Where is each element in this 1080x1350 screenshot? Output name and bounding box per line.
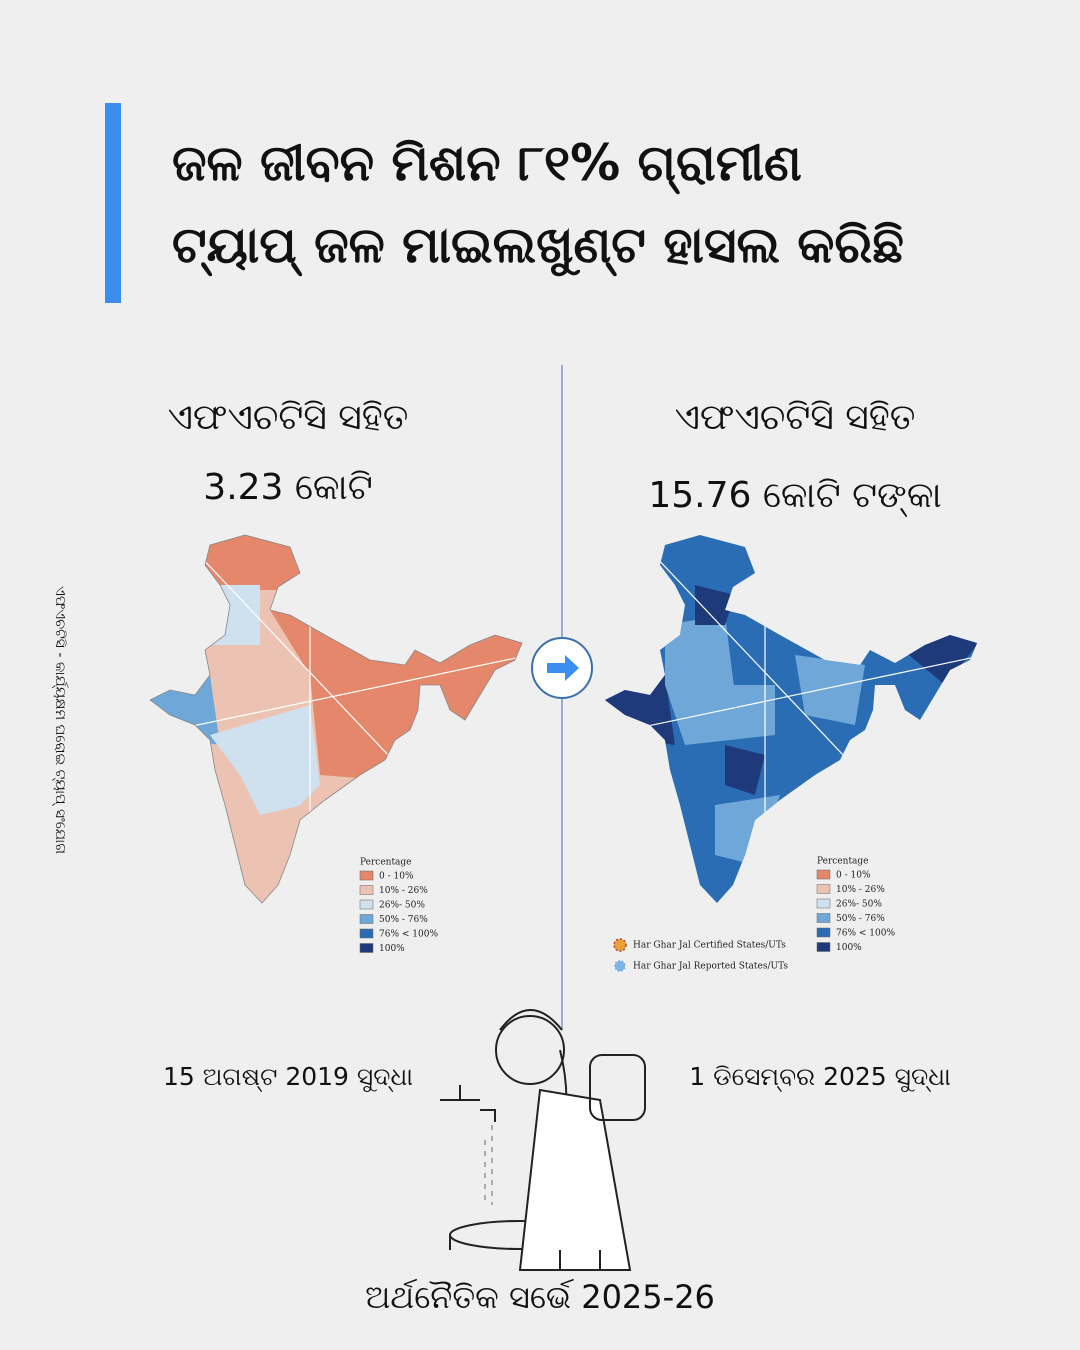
legend-swatch bbox=[359, 928, 374, 939]
title-line: ଜଳ ଜୀବନ ମିଶନ ୮୧% ଗ୍ରାମୀଣ bbox=[172, 134, 802, 192]
date: 15 ଅଗଷ୍ଟ 2019 ସୁଦ୍ଧା bbox=[162, 1062, 414, 1091]
legend-title: Percentage bbox=[817, 857, 869, 867]
legend-label: 26%- 50% bbox=[379, 901, 425, 911]
legend-label: 10% - 26% bbox=[379, 886, 428, 896]
marker-label: Har Ghar Jal Certified States/UTs bbox=[633, 941, 786, 951]
legend-label: 10% - 26% bbox=[836, 885, 885, 895]
legend-label: 50% - 76% bbox=[379, 915, 428, 925]
map-2019 bbox=[149, 534, 523, 904]
title-line: ଟ୍ୟାପ୍ ଜଳ ମାଇଲଖୁଣ୍ଟ ହାସଲ କରିଛି bbox=[172, 216, 904, 274]
heading: ଏଫଏଚଟିସି ସହିତ bbox=[674, 397, 916, 438]
accent-bar bbox=[105, 103, 121, 303]
heading: ଏଫଏଚଟିସି ସହିତ bbox=[167, 397, 409, 438]
legend-swatch bbox=[359, 870, 374, 881]
girl-illustration bbox=[440, 1009, 646, 1271]
legend-swatch bbox=[816, 927, 831, 938]
marker-icon bbox=[613, 959, 627, 973]
legend-swatch bbox=[816, 898, 831, 909]
legend-label: 100% bbox=[379, 944, 405, 954]
legend-swatch bbox=[816, 942, 831, 952]
arrow-icon bbox=[531, 637, 593, 699]
map-2025 bbox=[605, 535, 977, 903]
panel-heading: ଏଫଏଚଟିସି ସହିତ 15.76 କୋଟି ଟଙ୍କା bbox=[565, 383, 1025, 531]
legend-label: 100% bbox=[836, 943, 862, 953]
marker-icon bbox=[613, 938, 627, 952]
legend-swatch bbox=[816, 869, 831, 880]
legend-label: 50% - 76% bbox=[836, 914, 885, 924]
legend-label: 0 - 10% bbox=[379, 872, 414, 882]
source: ଅର୍ଥନୈତିକ ସର୍ଭେ 2025-26 bbox=[365, 1278, 715, 1316]
legend-swatch bbox=[359, 914, 374, 924]
legend-swatch bbox=[816, 913, 831, 923]
legend-swatch bbox=[359, 943, 374, 953]
legend-label: 0 - 10% bbox=[836, 871, 871, 881]
legend-swatch bbox=[816, 884, 831, 894]
legend-label: 26%- 50% bbox=[836, 900, 882, 910]
legend-title: Percentage bbox=[360, 858, 412, 868]
legend-label: 76% < 100% bbox=[379, 930, 438, 940]
value: 15.76 କୋଟି ଟଙ୍କା bbox=[648, 475, 942, 516]
legend-swatch bbox=[359, 885, 374, 895]
value: 3.23 କୋଟି bbox=[203, 467, 373, 508]
legend-label: 76% < 100% bbox=[836, 929, 895, 939]
panel-heading: ଏଫଏଚଟିସି ସହିତ 3.23 କୋଟି bbox=[78, 383, 498, 523]
legend-swatch bbox=[359, 899, 374, 910]
title: ଜଳ ଜୀବନ ମିଶନ ୮୧% ଗ୍ରାମୀଣ ଟ୍ୟାପ୍ ଜଳ ମାଇଲଖ… bbox=[172, 122, 1032, 286]
date: 1 ଡିସେମ୍ବର 2025 ସୁଦ୍ଧା bbox=[689, 1062, 951, 1091]
marker-label: Har Ghar Jal Reported States/UTs bbox=[633, 962, 788, 972]
